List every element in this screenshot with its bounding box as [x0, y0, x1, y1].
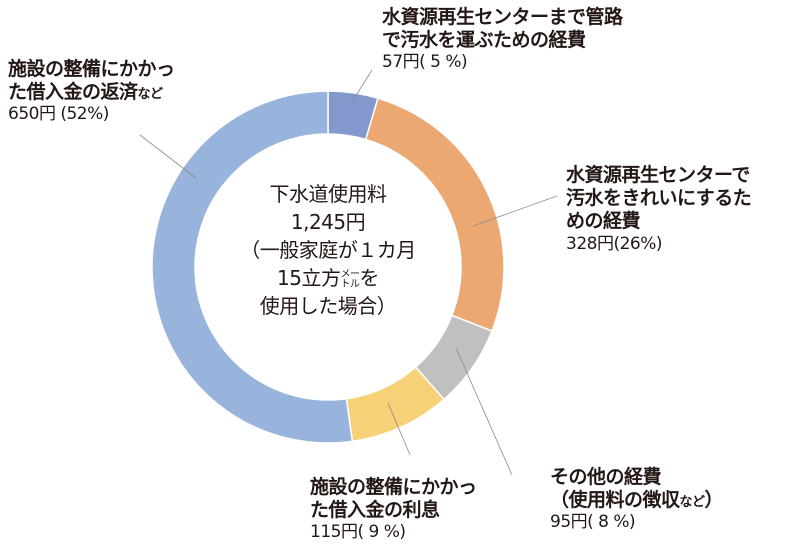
label-repayment-value: 650円 (52%) — [8, 104, 109, 125]
leader-line-pipes — [349, 69, 373, 106]
donut-slices — [151, 90, 505, 444]
center-total: 1,245円 — [290, 210, 366, 234]
label-interest: 施設の整備にかかっ た借入金の利息 115円( 9 %) — [310, 476, 477, 543]
label-other-title-1: その他の経費 — [550, 466, 662, 488]
label-pipes: 水資源再生センターまで管路 で汚水を運ぶための経費 57円( 5 %) — [382, 6, 623, 73]
label-treatment-value: 328円(26%) — [566, 233, 663, 254]
center-note-2: 15立方メー トルを — [277, 266, 379, 290]
unit-meter: メー トル — [340, 268, 360, 290]
label-interest-title: 施設の整備にかかっ た借入金の利息 — [310, 476, 477, 522]
label-repayment-title-2: た借入金の返済など — [8, 81, 163, 104]
label-other-title-2: （使用料の徴収など） — [550, 489, 724, 512]
leader-lines — [139, 69, 558, 476]
leader-line-repayment — [139, 134, 197, 179]
leader-line-interest — [387, 402, 411, 456]
center-note-1: （一般家庭が１カ月 — [240, 238, 416, 262]
label-repayment: 施設の整備にかかっ た借入金の返済など 650円 (52%) — [8, 58, 175, 125]
label-treatment: 水資源再生センターで 汚水をきれいにするた めの経費 328円(26%) — [566, 164, 752, 254]
label-interest-value: 115円( 9 %) — [310, 522, 406, 543]
leader-line-other — [455, 347, 513, 476]
label-pipes-title: 水資源再生センターまで管路 で汚水を運ぶための経費 — [382, 6, 623, 52]
label-other-value: 95円( 8 %) — [550, 512, 636, 533]
leader-line-treatment — [472, 195, 558, 227]
label-other: その他の経費 （使用料の徴収など） 95円( 8 %) — [550, 466, 724, 533]
donut-slice — [151, 90, 354, 444]
center-summary: 下水道使用料 1,245円 （一般家庭が１カ月 15立方メー トルを 使用した場合… — [218, 180, 438, 320]
center-note-3: 使用した場合） — [259, 294, 397, 318]
label-repayment-title-1: 施設の整備にかかっ — [8, 58, 175, 80]
center-title: 下水道使用料 — [269, 182, 388, 206]
label-treatment-title: 水資源再生センターで 汚水をきれいにするた めの経費 — [566, 164, 752, 233]
label-pipes-value: 57円( 5 %) — [382, 52, 468, 73]
